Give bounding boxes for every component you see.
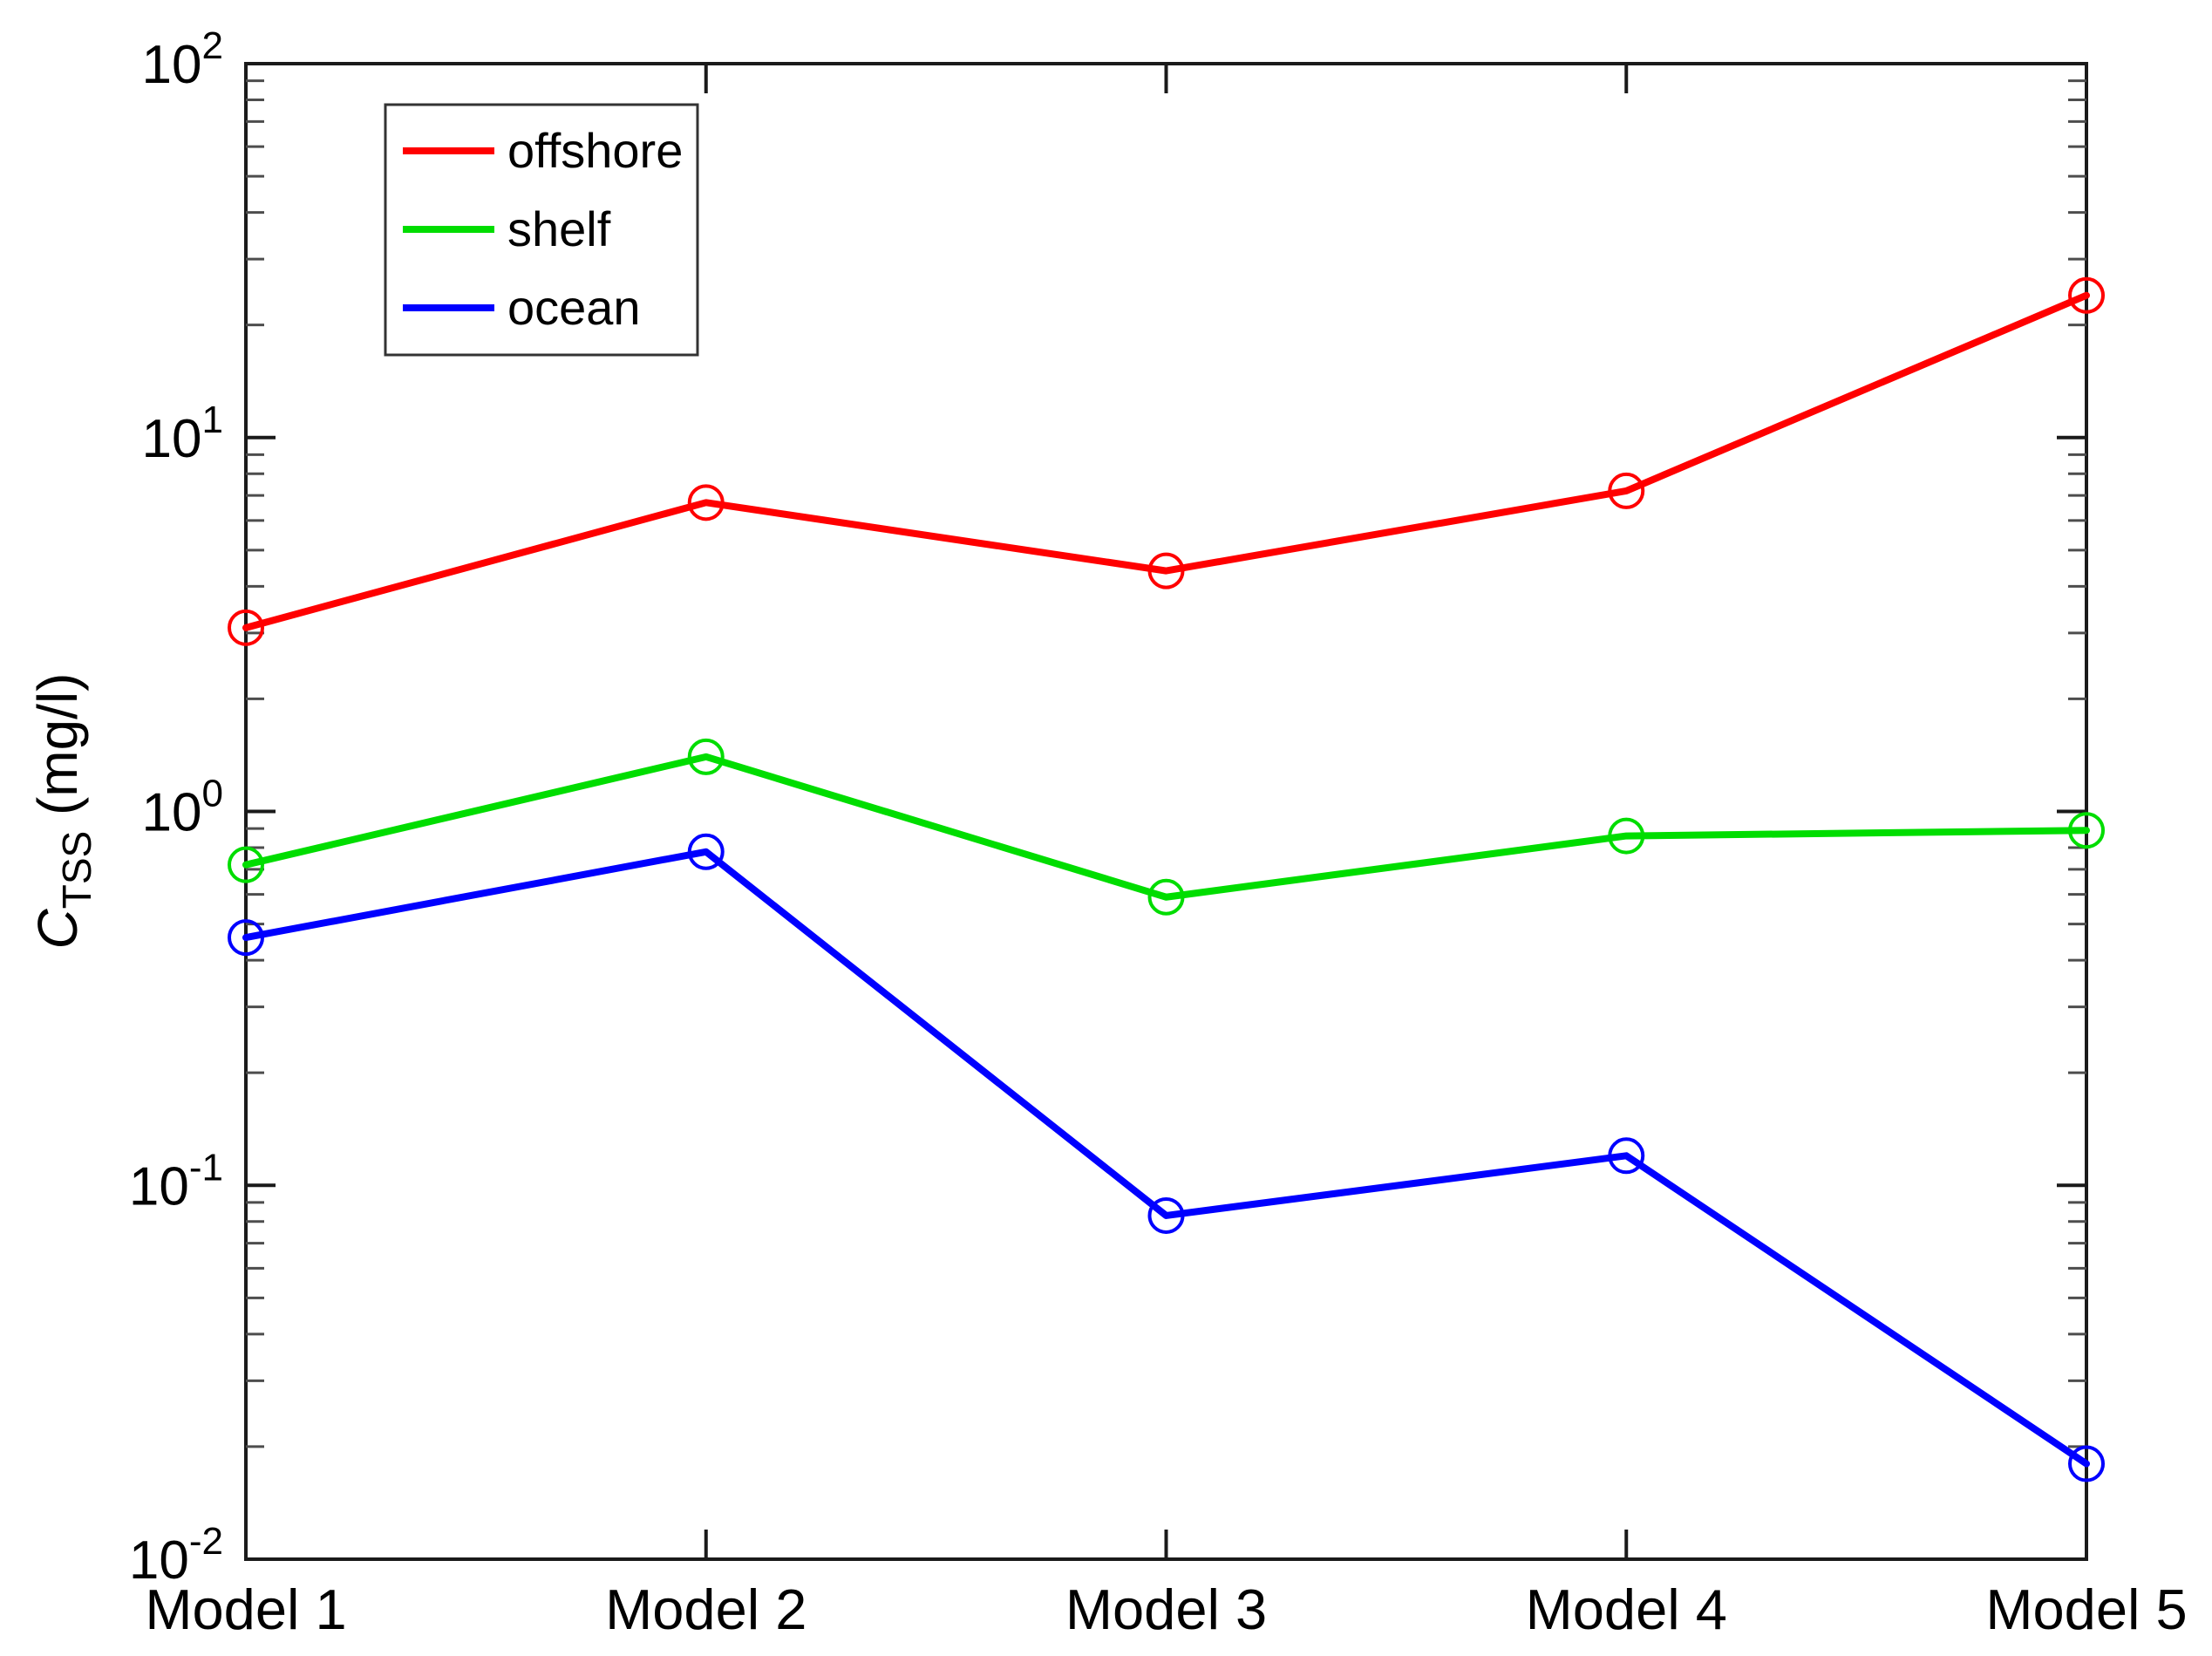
marker-shelf-model-3 bbox=[1147, 878, 1185, 916]
x-tick-label: Model 3 bbox=[1065, 1578, 1267, 1641]
y-tick-label: 102 bbox=[142, 24, 223, 95]
x-tick-label: Model 4 bbox=[1526, 1578, 1727, 1641]
y-tick-exponent: 0 bbox=[202, 773, 223, 815]
marker-ocean-model-3 bbox=[1147, 1196, 1185, 1234]
y-axis-label-unit: (mg/l) bbox=[26, 673, 89, 831]
legend-label-offshore: offshore bbox=[507, 123, 683, 178]
y-axis-label-var: C bbox=[26, 909, 89, 950]
y-axis-label: CTSS (mg/l) bbox=[26, 673, 99, 950]
x-tick-label: Model 2 bbox=[605, 1578, 807, 1641]
marker-shelf-model-5 bbox=[2068, 812, 2105, 849]
marker-offshore-model-4 bbox=[1608, 472, 1645, 509]
x-tick-label: Model 5 bbox=[1985, 1578, 2187, 1641]
y-tick-exponent: -1 bbox=[189, 1146, 223, 1189]
y-axis-label-sub: TSS bbox=[54, 831, 99, 909]
series-line-ocean bbox=[242, 848, 2090, 1468]
y-tick-label: 10-1 bbox=[129, 1146, 223, 1216]
marker-ocean-model-2 bbox=[687, 833, 725, 870]
y-tick-base: 10 bbox=[129, 1156, 189, 1216]
y-tick-exponent: 2 bbox=[202, 24, 223, 67]
marker-offshore-model-2 bbox=[687, 484, 725, 521]
y-tick-exponent: 1 bbox=[202, 399, 223, 441]
axes-layer bbox=[244, 62, 2088, 1561]
series-line-offshore bbox=[242, 291, 2090, 631]
y-tick-label: 10-2 bbox=[129, 1520, 223, 1591]
marker-ocean-model-4 bbox=[1608, 1137, 1645, 1175]
marker-shelf-model-4 bbox=[1608, 817, 1645, 855]
y-tick-exponent: -2 bbox=[189, 1520, 223, 1563]
y-tick-label: 101 bbox=[142, 399, 223, 469]
y-tick-base: 10 bbox=[129, 1530, 189, 1591]
y-tick-base: 10 bbox=[142, 783, 202, 843]
series-layer bbox=[228, 276, 2105, 1482]
y-tick-base: 10 bbox=[142, 409, 202, 469]
legend-label-shelf: shelf bbox=[507, 201, 611, 256]
y-tick-label: 100 bbox=[142, 773, 223, 843]
marker-shelf-model-1 bbox=[228, 846, 264, 883]
marker-ocean-model-1 bbox=[228, 919, 264, 957]
series-line-shelf bbox=[242, 753, 2090, 901]
marker-ocean-model-5 bbox=[2068, 1445, 2105, 1482]
marker-offshore-model-5 bbox=[2068, 276, 2105, 314]
y-tick-base: 10 bbox=[142, 35, 202, 95]
legend-label-ocean: ocean bbox=[507, 280, 641, 335]
x-tick-label: Model 1 bbox=[145, 1578, 346, 1641]
marker-shelf-model-2 bbox=[687, 738, 725, 775]
legend: offshore shelf ocean bbox=[384, 103, 699, 357]
marker-offshore-model-1 bbox=[228, 609, 264, 646]
marker-offshore-model-3 bbox=[1147, 552, 1185, 589]
